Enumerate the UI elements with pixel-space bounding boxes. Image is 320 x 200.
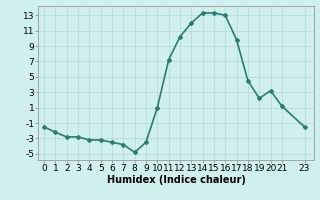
X-axis label: Humidex (Indice chaleur): Humidex (Indice chaleur) [107, 175, 245, 185]
